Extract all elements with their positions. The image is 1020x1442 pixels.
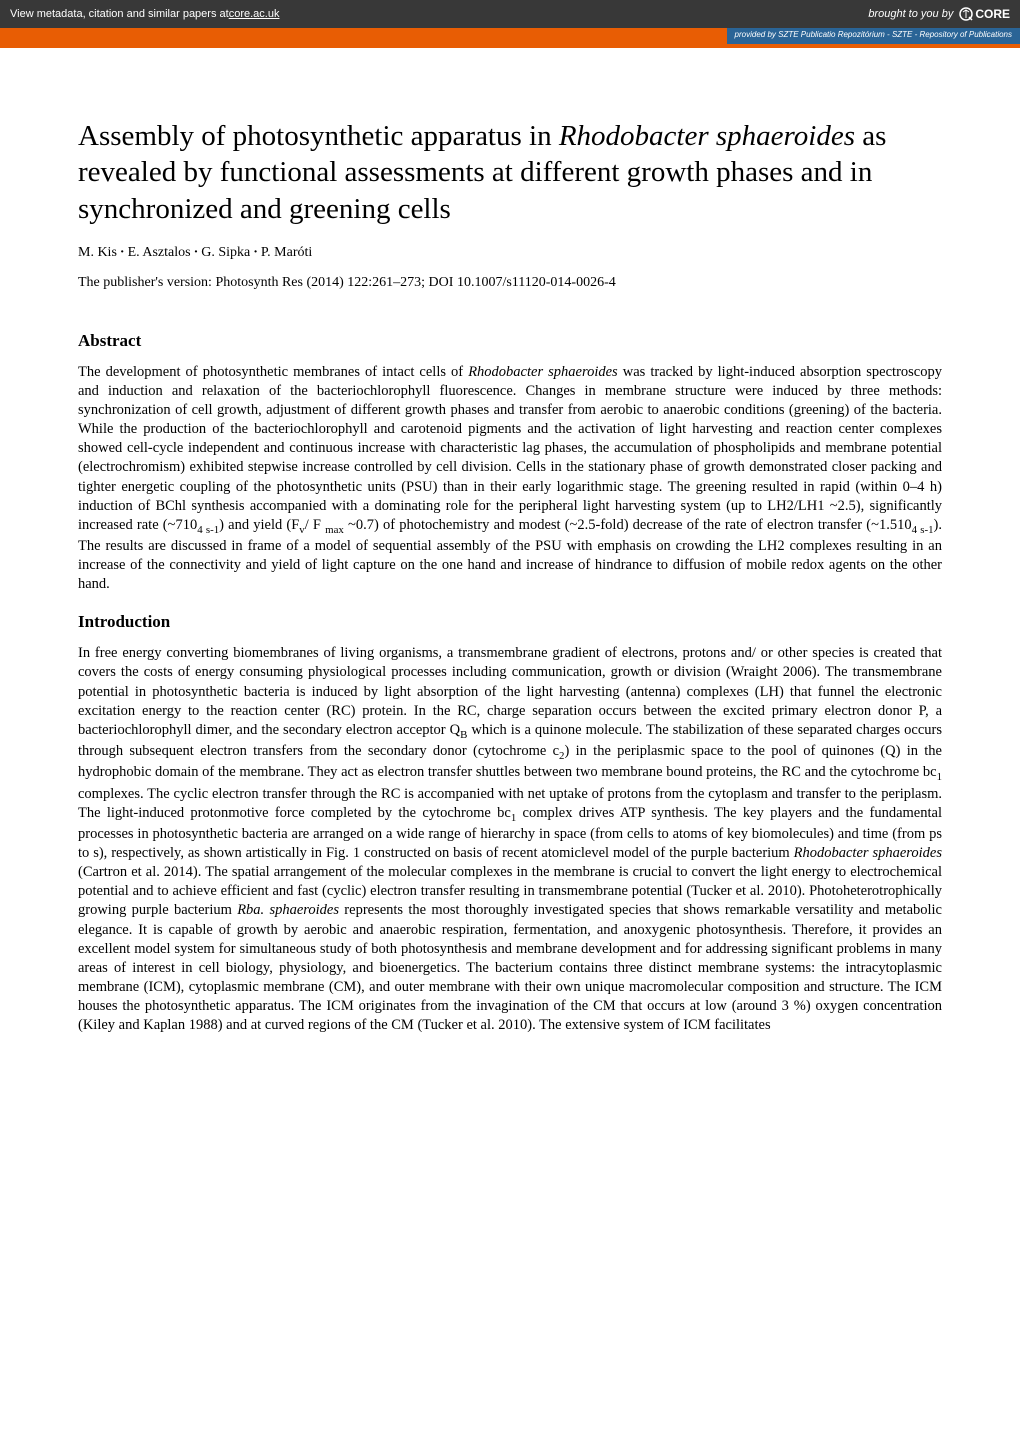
- author-separator: ·: [250, 245, 261, 260]
- core-link[interactable]: core.ac.uk: [229, 8, 280, 20]
- author-separator: ·: [117, 245, 128, 260]
- core-banner: View metadata, citation and similar pape…: [0, 0, 1020, 28]
- core-logo[interactable]: CORE: [959, 7, 1010, 21]
- page-content: Assembly of photosynthetic apparatus in …: [0, 48, 1020, 1093]
- banner-right: brought to you by CORE: [868, 7, 1010, 21]
- repo-prefix: provided by: [735, 30, 779, 39]
- title-part1: Assembly of photosynthetic apparatus in: [78, 120, 559, 152]
- repo-text: SZTE Publicatio Repozitórium - SZTE - Re…: [778, 30, 1012, 39]
- banner-left-prefix: View metadata, citation and similar pape…: [10, 8, 229, 20]
- banner-right-prefix: brought to you by: [868, 8, 953, 20]
- abstract-heading: Abstract: [78, 331, 942, 351]
- banner-left: View metadata, citation and similar pape…: [10, 8, 279, 20]
- introduction-body: In free energy converting biomembranes o…: [78, 644, 942, 1035]
- orange-bar: provided by SZTE Publicatio Repozitórium…: [0, 28, 1020, 48]
- publisher-version: The publisher's version: Photosynth Res …: [78, 275, 942, 291]
- author-1: E. Asztalos: [128, 245, 191, 260]
- author-2: G. Sipka: [201, 245, 250, 260]
- author-separator: ·: [191, 245, 202, 260]
- abstract-body: The development of photosynthetic membra…: [78, 363, 942, 595]
- title-italic: Rhodobacter sphaeroides: [559, 120, 855, 152]
- authors-line: M. Kis·E. Asztalos·G. Sipka·P. Maróti: [78, 245, 942, 261]
- author-0: M. Kis: [78, 245, 117, 260]
- core-logo-text: CORE: [975, 7, 1010, 21]
- author-3: P. Maróti: [261, 245, 312, 260]
- introduction-heading: Introduction: [78, 612, 942, 632]
- repository-strip[interactable]: provided by SZTE Publicatio Repozitórium…: [727, 28, 1020, 44]
- paper-title: Assembly of photosynthetic apparatus in …: [78, 118, 942, 227]
- core-logo-icon: [959, 7, 973, 21]
